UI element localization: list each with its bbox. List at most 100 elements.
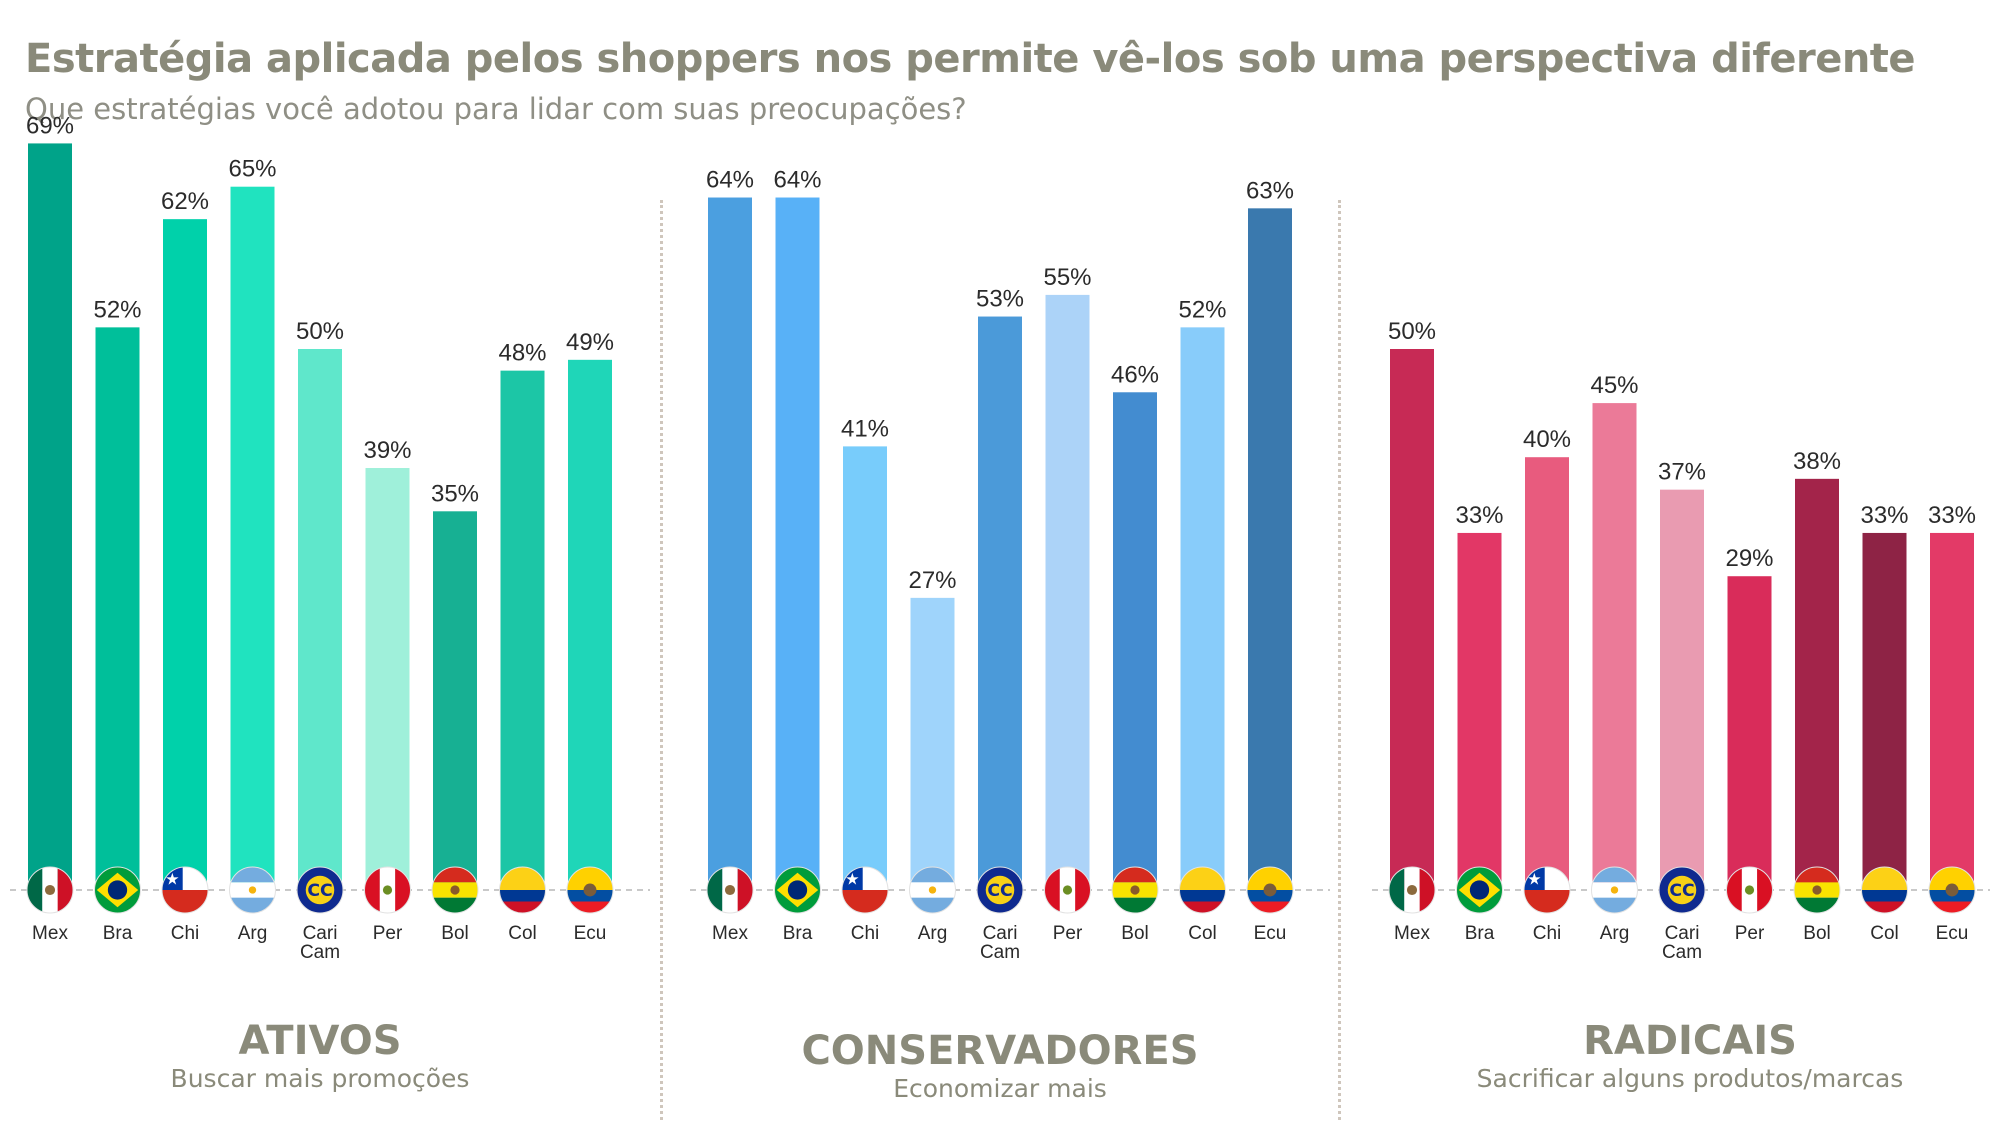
- panel-ativos: 69% 52% 62% ★ 65% 50% CC 39% 35% 48% 49% Mex Bra Chi…: [0, 112, 660, 1100]
- bar-chi: [1525, 457, 1569, 890]
- bolivia-flag-icon: [1793, 866, 1841, 914]
- category-label: Mex: [32, 923, 68, 944]
- bar-ecu: [1248, 208, 1292, 891]
- category-label: Bra: [782, 923, 813, 944]
- colombia-flag-icon: [1179, 866, 1226, 914]
- category-label: Ecu: [1935, 923, 1969, 944]
- data-label: 53%: [976, 286, 1024, 313]
- bar-per: [365, 468, 410, 890]
- chile-flag-icon: ★: [1523, 866, 1571, 914]
- category-label: Ecu: [573, 923, 607, 944]
- caricom-flag-icon: CC: [976, 866, 1024, 914]
- category-label: Cari Cam: [299, 923, 341, 963]
- ecuador-flag-icon: [1928, 866, 1976, 914]
- bar-bol: [1113, 392, 1157, 890]
- bar-chi: [843, 446, 887, 890]
- data-label: 55%: [1043, 264, 1091, 291]
- bar-arg: [1592, 403, 1637, 890]
- bar-col: [500, 370, 545, 890]
- category-label: Cari Cam: [1661, 923, 1703, 963]
- brazil-flag-icon: [774, 866, 821, 914]
- argentina-flag-icon: [229, 866, 276, 914]
- data-label: 48%: [498, 340, 546, 367]
- bar-chart-conservadores: 64% 64% 41% ★ 27% 53% CC 55% 46% 52% 63%: [690, 167, 1330, 914]
- chart-subtitle: Que estratégias você adotou para lidar c…: [25, 92, 967, 126]
- category-label: Ecu: [1253, 923, 1287, 944]
- panel-radicais: 50% 33% 40% ★ 45% 37% CC 29% 38% 33% 33% Mex Bra Chi…: [1362, 200, 2000, 1100]
- argentina-flag-icon: [1591, 866, 1638, 914]
- category-label: Chi: [850, 923, 880, 944]
- bar-bra: [1457, 532, 1502, 890]
- group-desc-conservadores: Economizar mais: [893, 1074, 1107, 1103]
- data-label: 50%: [296, 318, 344, 345]
- caricom-flag-icon: CC: [296, 866, 344, 914]
- group-desc-ativos: Buscar mais promoções: [170, 1064, 470, 1093]
- bar-bol: [1795, 478, 1839, 890]
- chart-title: Estratégia aplicada pelos shoppers nos p…: [25, 36, 1916, 82]
- data-label: 64%: [773, 167, 821, 194]
- data-label: 69%: [26, 112, 74, 139]
- data-label: 52%: [93, 296, 141, 323]
- ecuador-flag-icon: [1246, 866, 1294, 914]
- panel-divider-2: [1338, 200, 1341, 1120]
- category-label: Bol: [1121, 923, 1149, 944]
- data-label: 41%: [841, 415, 889, 442]
- category-label: Col: [1188, 923, 1217, 944]
- category-label: Per: [1052, 923, 1083, 944]
- category-label: Col: [1870, 923, 1899, 944]
- argentina-flag-icon: [909, 866, 956, 914]
- bar-cari-cam: [1660, 489, 1704, 890]
- category-label: Bol: [1803, 923, 1831, 944]
- bar-cari-cam: [298, 349, 342, 890]
- mexico-flag-icon: [706, 866, 754, 914]
- caricom-flag-icon: CC: [1658, 866, 1706, 914]
- bar-ecu: [568, 359, 612, 890]
- brazil-flag-icon: [94, 866, 141, 914]
- bar-col: [1180, 327, 1225, 890]
- bar-ecu: [1930, 532, 1974, 890]
- brazil-flag-icon: [1456, 866, 1503, 914]
- data-label: 33%: [1455, 502, 1503, 529]
- data-label: 64%: [706, 167, 754, 194]
- category-label: Arg: [1599, 923, 1630, 944]
- bar-mex: [1390, 349, 1434, 890]
- bar-per: [1045, 294, 1090, 890]
- data-label: 33%: [1860, 502, 1908, 529]
- group-name-radicais: RADICAIS: [1583, 1018, 1797, 1064]
- panel-divider-1: [660, 200, 663, 1120]
- colombia-flag-icon: [1861, 866, 1908, 914]
- peru-flag-icon: [364, 866, 411, 914]
- data-label: 40%: [1523, 426, 1571, 453]
- svg-text:CC: CC: [987, 881, 1012, 901]
- data-label: 37%: [1658, 459, 1706, 486]
- category-label: Bra: [1464, 923, 1495, 944]
- peru-flag-icon: [1726, 866, 1773, 914]
- bar-mex: [708, 197, 752, 890]
- chile-flag-icon: ★: [841, 866, 889, 914]
- bar-arg: [230, 186, 275, 890]
- group-desc-radicais: Sacrificar alguns produtos/marcas: [1476, 1064, 1904, 1093]
- bar-chart-ativos: 69% 52% 62% ★ 65% 50% CC 39% 35% 48% 49%: [10, 112, 650, 914]
- data-label: 62%: [161, 188, 209, 215]
- bar-per: [1727, 576, 1772, 890]
- peru-flag-icon: [1044, 866, 1091, 914]
- category-label: Arg: [917, 923, 948, 944]
- category-label: Mex: [712, 923, 748, 944]
- data-label: 39%: [363, 437, 411, 464]
- bar-bra: [775, 197, 820, 890]
- data-label: 65%: [228, 156, 276, 183]
- data-label: 63%: [1246, 177, 1294, 204]
- ecuador-flag-icon: [566, 866, 614, 914]
- bolivia-flag-icon: [431, 866, 479, 914]
- bar-mex: [28, 143, 72, 891]
- data-label: 49%: [566, 329, 614, 356]
- colombia-flag-icon: [499, 866, 546, 914]
- data-label: 38%: [1793, 448, 1841, 475]
- bar-bra: [95, 327, 140, 890]
- svg-text:CC: CC: [307, 881, 332, 901]
- category-label: Bol: [441, 923, 469, 944]
- data-label: 50%: [1388, 318, 1436, 345]
- category-label: Bra: [102, 923, 133, 944]
- mexico-flag-icon: [1388, 866, 1436, 914]
- category-label: Chi: [170, 923, 200, 944]
